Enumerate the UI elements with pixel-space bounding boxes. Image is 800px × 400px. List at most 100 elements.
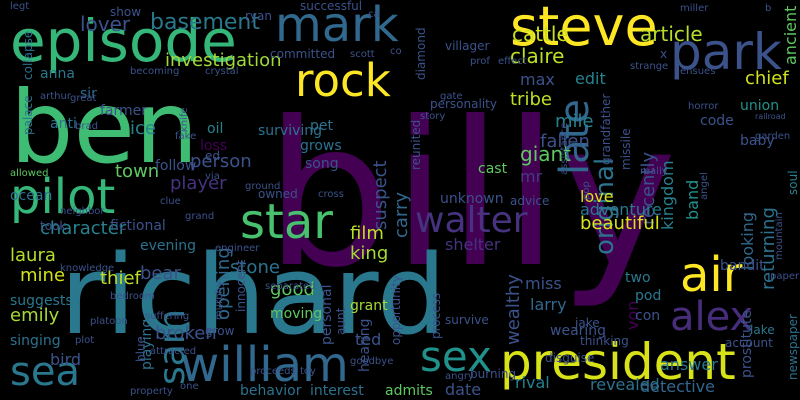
word-arthur: arthur [40,90,71,102]
word-broken: broken [155,323,217,345]
word-gate: gate [440,90,463,102]
word-bandit: bandit [720,257,765,274]
word-grand: grand [185,210,215,222]
word-walter: walter [415,200,528,242]
word-clue: clue [160,195,181,207]
word-soul: soul [786,170,800,195]
word-aunt: aunt [334,307,348,335]
word-oil: oil [207,120,224,137]
word-ground: ground [245,180,281,192]
word-ted: ted [355,329,382,349]
word-president: president [500,333,736,391]
word-answer: answer [660,354,718,374]
word-loss: loss [200,137,228,154]
word-scott: scott [350,48,375,60]
word-rock: rock [295,54,391,108]
word-separated: separated [265,280,316,292]
word-cattle: cattle [512,21,569,46]
word-knowledge: knowledge [60,262,115,274]
word-survive: survive [445,313,489,328]
word-paper: paper [770,270,800,282]
word-collapse: collapse [21,30,35,80]
word-unknown: unknown [440,190,504,207]
word-one: one [180,380,199,392]
word-town: town [115,161,160,183]
word-grows: grows [300,137,342,154]
word-ocean: ocean [10,187,53,204]
word-ancient: ancient [781,5,800,65]
word-ed: ed [205,149,220,164]
word-admits: admits [385,382,433,399]
word-fallen: fallen [540,131,590,153]
word-wealthy: wealthy [503,274,524,345]
word-bedroom: bedroom [110,290,155,302]
word-chief: chief [745,68,789,90]
word-attracted: attracted [150,345,197,357]
word-alex: alex [670,294,754,341]
word-personality: personality [430,97,497,112]
word-took: took [40,219,67,234]
word-character: character [40,218,127,240]
word-con: con [635,307,661,324]
word-evening: evening [140,237,197,254]
word-jake: jake [575,316,600,331]
word-union: union [740,97,780,114]
word-show: show [110,5,142,20]
word-mr: mr [520,166,543,186]
word-love: love [580,186,614,206]
word-stone: stone [230,257,280,279]
word-surviving: surviving [258,122,323,139]
word-suspect: suspect [370,160,391,230]
word-assistance: assistance [559,122,570,175]
word-behavior: behavior [240,382,302,399]
word-grow: grow [205,324,235,339]
word-steve: steve [510,0,658,58]
word-grandfather: grandfather [599,93,613,165]
word-really: really [640,165,668,177]
word-engineer: engineer [215,242,260,254]
word-bird: bird [50,349,82,369]
word-star: star [240,193,333,250]
word-crystal: crystal [205,65,239,77]
word-film: film [350,223,384,245]
word-farmer: farmer [100,102,148,119]
word-missile: missile [619,128,633,170]
word-owned: owned [258,187,298,202]
word-pod: pod [635,287,662,304]
word-article: article [640,21,703,46]
word-b: b [765,2,772,14]
word-sir: sir [80,85,97,102]
word-neighbor: neighbor [60,205,105,217]
word-advice: advice [510,194,550,209]
word-opportunity: opportunity [389,275,403,345]
word-follow: follow [155,157,197,174]
word-beautiful: beautiful [580,213,660,235]
word-toy: toy [300,365,316,377]
word-newspaper: newspaper [786,314,800,380]
word-bear: bear [140,263,181,285]
word-ensues: ensues [680,65,716,77]
word-effect: effect [498,55,527,67]
word-billy: billy [265,79,678,312]
word-miss: miss [525,273,562,293]
word-basement: basement [150,9,260,35]
word-lake: lake [750,323,775,338]
word-mile: mile [555,111,594,133]
word-plot: plot [75,334,95,346]
word-pop: pop [581,181,592,200]
word-fake: fake [175,130,197,142]
word-grant: grant [350,297,388,314]
word-co: co [390,45,402,57]
word-date: date [445,379,482,399]
word-innocent: innocent [234,259,248,312]
word-angry: angry [445,370,474,382]
word-personal: personal [319,284,335,345]
word-goodbye: goodbye [350,355,394,367]
word-ben: ben [10,69,199,186]
word-wearing: wearing [550,322,607,339]
word-player: player [170,173,227,195]
word-lover: lover [80,11,131,36]
word-mark: mark [275,0,399,53]
word-disguise: disguise [545,351,595,366]
word-king: king [350,243,389,265]
